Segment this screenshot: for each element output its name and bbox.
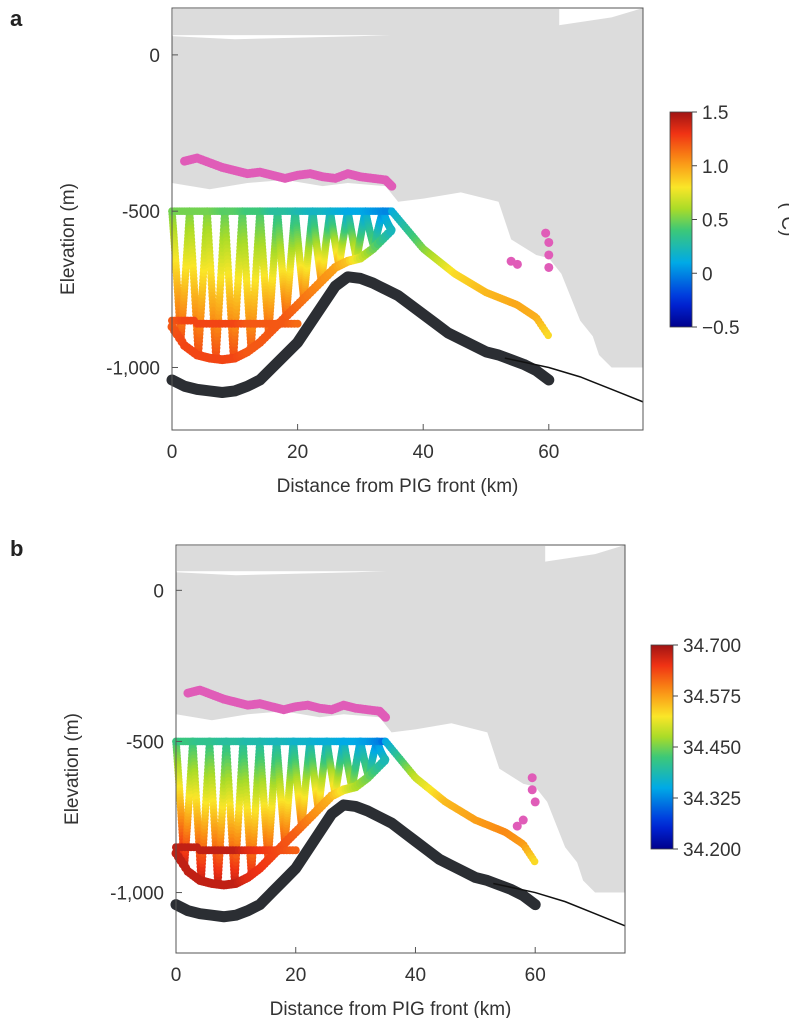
magenta-point	[530, 797, 540, 807]
y-tick-label: 0	[149, 46, 160, 67]
colorbar-a	[669, 111, 693, 328]
x-tick-label: 40	[405, 965, 426, 986]
x-tick-label: 60	[538, 442, 559, 463]
ice-upper-strip-b	[177, 546, 546, 572]
magenta-profile-far-a	[506, 228, 554, 272]
magenta-profile-upper-b	[183, 685, 391, 722]
colorbar-tick-label: 34.450	[683, 738, 741, 759]
colorbar-b	[650, 644, 674, 850]
magenta-point	[518, 815, 528, 825]
y-tick-label: -500	[126, 732, 164, 753]
colorbar-tick-label: 1.0	[702, 157, 728, 178]
colorbar-tick-label: 34.325	[683, 789, 741, 810]
panel-letter-a: a	[10, 6, 23, 31]
bathymetry-line-a	[504, 357, 644, 403]
panel-letter-b: b	[10, 536, 24, 561]
magenta-profile-upper-a	[180, 153, 397, 191]
ctd-point	[291, 846, 300, 855]
seabed-profile-a	[166, 271, 555, 398]
x-tick-label: 20	[285, 965, 306, 986]
colorbar-tick-label: 1.5	[702, 103, 728, 124]
salinity-ctd-section-b	[171, 737, 539, 890]
ctd-point	[386, 226, 396, 236]
plot-frame-a	[171, 7, 644, 431]
temperature-ctd-section-a	[167, 207, 552, 365]
magenta-point	[512, 259, 522, 269]
colorbar-tick-label: 34.700	[683, 636, 741, 657]
colorbar-label: (°C)	[777, 203, 789, 237]
colorbar-tick-label: 34.575	[683, 687, 741, 708]
x-axis-label: Distance from PIG front (km)	[277, 476, 519, 497]
magenta-point	[381, 712, 391, 722]
y-tick-label: -500	[122, 202, 160, 223]
y-axis-label: Elevation (m)	[62, 713, 83, 825]
x-tick-label: 40	[413, 442, 434, 463]
bathymetry-line-b	[493, 882, 626, 927]
x-tick-label: 0	[171, 965, 182, 986]
colorbar-tick-label: 0.5	[702, 211, 728, 232]
magenta-point	[541, 228, 551, 238]
y-tick-label: 0	[153, 581, 164, 602]
seabed-profile-b	[170, 799, 541, 923]
ctd-point	[530, 857, 539, 866]
y-axis-label: Elevation (m)	[58, 183, 79, 295]
y-tick-label: -1,000	[110, 884, 164, 905]
magenta-point	[544, 250, 554, 260]
magenta-point	[544, 262, 554, 272]
ctd-point	[293, 319, 302, 328]
colorbar-tick-label: 0	[702, 264, 713, 285]
magenta-point	[544, 237, 554, 247]
magenta-point	[387, 181, 397, 191]
magenta-point	[512, 821, 522, 831]
magenta-point	[527, 773, 537, 783]
x-tick-label: 60	[525, 965, 546, 986]
magenta-point	[527, 785, 537, 795]
magenta-profile-far-b	[512, 773, 540, 831]
ice-shelf-region-b	[176, 545, 625, 893]
x-tick-label: 20	[287, 442, 308, 463]
y-tick-label: -1,000	[106, 358, 160, 379]
plot-frame-b	[175, 544, 626, 954]
colorbar-tick-label: −0.5	[702, 318, 740, 339]
ice-shelf-region-a	[172, 8, 643, 368]
x-tick-label: 0	[167, 442, 178, 463]
x-axis-label: Distance from PIG front (km)	[270, 999, 512, 1018]
ctd-point	[379, 756, 389, 766]
ctd-point	[544, 331, 552, 340]
ice-upper-strip-a	[173, 9, 560, 36]
colorbar-tick-label: 34.200	[683, 840, 741, 861]
